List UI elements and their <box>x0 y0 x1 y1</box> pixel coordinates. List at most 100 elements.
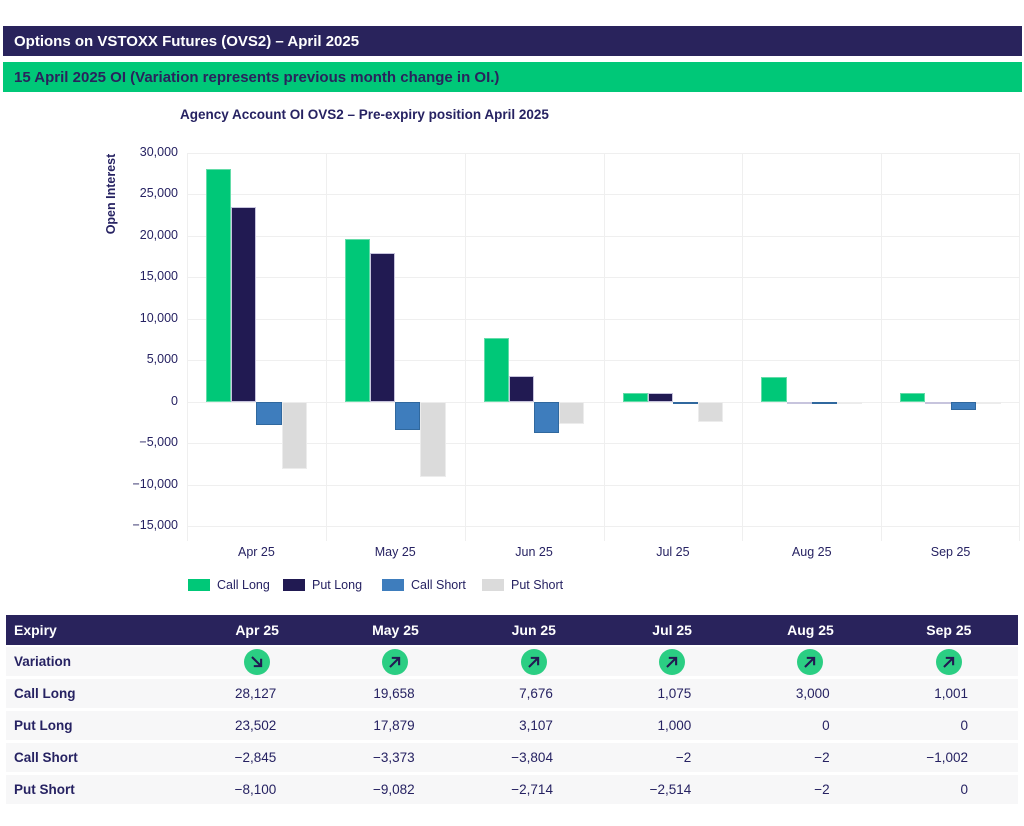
gridline-horizontal <box>187 526 1020 527</box>
gridline-vertical <box>325 153 327 541</box>
y-axis-tick-label: 0 <box>171 393 178 408</box>
legend-item: Call Long <box>188 577 270 593</box>
y-axis-tick-label: 30,000 <box>139 145 178 159</box>
table-row: Put Short −8,100 −9,082 −2,714 −2,514 −2 0 <box>6 775 1018 804</box>
value-cell: −2 <box>814 782 830 797</box>
table-row: Call Long 28,127 19,658 7,676 1,075 3,000 1,00… <box>6 679 1018 708</box>
report-subtitle-banner: 15 April 2025 OI (Variation represents p… <box>3 62 1022 92</box>
table-header-expiry: Expiry <box>14 622 57 638</box>
bar-call-short <box>256 401 282 426</box>
variation-cell <box>603 648 741 675</box>
value-cell: 23,502 <box>234 718 277 733</box>
bar-call-long <box>206 168 232 402</box>
value-cell: 3,107 <box>519 718 553 733</box>
value-cell: −2 <box>675 750 692 765</box>
gridline-vertical <box>187 153 188 541</box>
value-cell: −3,373 <box>372 750 415 765</box>
value-cell: 0 <box>822 718 830 733</box>
variation-cell <box>188 648 326 675</box>
y-axis-tick-label: −15,000 <box>132 518 178 532</box>
value-cell: 3,000 <box>795 686 830 701</box>
value-cell: 0 <box>960 718 968 733</box>
bar-call-long <box>761 376 787 402</box>
gridline-horizontal <box>187 401 1020 403</box>
table-header-month: May 25 <box>372 622 419 638</box>
value-cell: −1,002 <box>926 750 968 765</box>
legend-swatch-icon <box>382 579 404 591</box>
bar-put-long <box>231 206 257 402</box>
table-header-month: Jul 25 <box>652 622 692 638</box>
gridline-horizontal <box>187 277 1020 279</box>
gridline-vertical <box>603 153 605 541</box>
arrow-up-right-icon <box>382 648 409 675</box>
arrow-up-right-icon <box>797 648 824 675</box>
gridline-horizontal <box>187 318 1020 320</box>
value-cell: 7,676 <box>519 686 553 701</box>
table-header-month: Aug 25 <box>787 622 834 638</box>
bar-put-long <box>925 401 951 404</box>
legend-swatch-icon <box>188 579 210 591</box>
bar-put-short <box>698 401 724 423</box>
arrow-up-right-icon <box>520 648 547 675</box>
legend-item: Call Short <box>382 577 466 593</box>
x-axis-label: Sep 25 <box>930 545 971 559</box>
value-cell: −2,714 <box>511 782 553 797</box>
table-header-month: Jun 25 <box>511 622 556 638</box>
bar-put-short <box>420 401 446 477</box>
bar-call-short <box>950 401 976 410</box>
gridline-vertical <box>1019 153 1020 541</box>
gridline-vertical <box>881 153 883 541</box>
gridline-horizontal <box>187 194 1020 196</box>
table-header-month: Apr 25 <box>235 622 279 638</box>
chart-title: Agency Account OI OVS2 – Pre-expiry posi… <box>180 107 549 122</box>
bar-chart-plot-area <box>187 153 1020 541</box>
bar-put-short <box>836 401 863 404</box>
x-axis-label: Apr 25 <box>237 545 275 559</box>
value-cell: 1,075 <box>657 686 692 701</box>
bar-call-short <box>395 401 421 430</box>
bar-call-long <box>900 393 926 402</box>
y-axis-tick-label: 10,000 <box>139 310 178 325</box>
legend-label: Call Long <box>217 578 270 592</box>
bar-call-short <box>811 401 837 404</box>
variation-cell <box>326 648 464 675</box>
gridline-horizontal <box>187 153 1020 154</box>
table-row: Call Short −2,845 −3,373 −3,804 −2 −2 −1,002 <box>6 743 1018 772</box>
bar-put-short <box>559 401 585 425</box>
bar-put-long <box>370 253 396 402</box>
bar-call-short <box>534 401 560 434</box>
y-axis-tick-label: 15,000 <box>139 269 178 284</box>
gridline-vertical <box>742 153 744 541</box>
gridline-horizontal <box>187 443 1020 445</box>
row-label: Put Long <box>14 718 73 733</box>
row-label: Call Long <box>14 686 76 701</box>
table-header-month: Sep 25 <box>926 622 972 638</box>
value-cell: −2,845 <box>234 750 277 765</box>
x-axis-label: Aug 25 <box>791 545 832 559</box>
arrow-down-right-icon <box>244 648 271 675</box>
table-row-variation: Variation <box>6 647 1018 676</box>
variation-cell <box>465 648 603 675</box>
bar-call-long <box>344 238 371 402</box>
value-cell: 28,127 <box>234 686 277 701</box>
bar-put-short <box>975 401 1001 404</box>
x-axis-label: Jul 25 <box>656 545 690 559</box>
legend-swatch-icon <box>482 579 504 591</box>
x-axis-label: Jun 25 <box>515 545 553 559</box>
arrow-up-right-icon <box>935 648 962 675</box>
bar-put-long <box>647 393 673 402</box>
bar-call-long <box>622 392 648 402</box>
bar-put-long <box>508 375 535 402</box>
bar-put-long <box>786 401 812 404</box>
x-axis-labels: Apr 25 May 25 Jun 25 Jul 25 Aug 25 Sep 25 <box>187 545 1020 559</box>
legend-swatch-icon <box>283 579 305 591</box>
value-cell: −2 <box>814 750 830 765</box>
value-cell: 1,000 <box>657 718 692 733</box>
arrow-up-right-icon <box>659 648 686 675</box>
legend-item: Put Long <box>283 577 362 593</box>
table-row: Put Long 23,502 17,879 3,107 1,000 0 0 <box>6 711 1018 740</box>
gridline-horizontal <box>187 484 1020 486</box>
x-axis-label: May 25 <box>374 545 416 559</box>
value-cell: 1,001 <box>934 686 968 701</box>
y-axis-ticks: 30,000 25,000 20,000 15,000 10,000 5,000 0 −5,0… <box>90 145 178 541</box>
